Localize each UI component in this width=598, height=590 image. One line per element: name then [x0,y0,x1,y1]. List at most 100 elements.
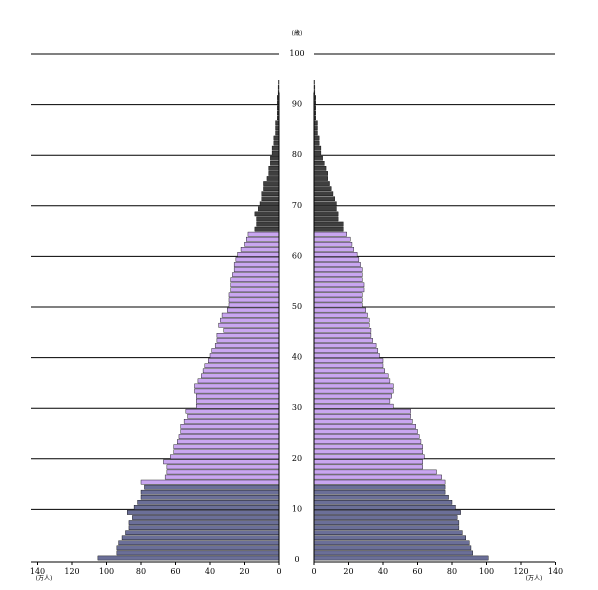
bar-male-age-54 [230,282,280,288]
bar-male-age-16 [164,474,280,480]
right-population-tick-80: 80 [447,567,457,576]
bar-male-age-85 [275,125,280,131]
bar-female-age-76 [313,171,329,176]
bar-male-age-69 [258,206,280,212]
bar-male-age-4 [121,535,280,541]
bar-male-age-67 [256,216,280,222]
bar-female-age-79 [313,155,323,161]
bar-female-age-28 [313,414,411,419]
bar-male-age-10 [133,505,280,510]
bar-female-age-65 [313,226,344,232]
bar-male-age-44 [216,333,280,338]
right-population-unit-label: (万人) [526,575,543,582]
bar-male-age-66 [256,221,280,227]
bar-female-age-13 [313,489,446,495]
bar-female-age-36 [313,373,389,379]
bar-female-age-49 [313,307,366,313]
right-population-tick-140: 140 [548,567,563,576]
bar-female-age-32 [313,393,392,399]
bar-male-age-56 [232,272,280,277]
bar-male-age-22 [173,444,280,449]
left-population-tick-0: 0 [276,567,281,576]
bar-female-age-94 [313,80,315,85]
bar-male-age-17 [166,469,280,475]
age-tick-labels: 0 10 20 30 40 50 60 70 80 90 100 [289,49,304,564]
bar-male-age-25 [180,429,280,434]
bar-male-age-27 [183,419,280,424]
bar-male-age-18 [166,464,280,470]
bar-female-age-67 [313,216,339,222]
bar-male-age-47 [220,317,280,323]
age-tick-60: 60 [292,251,302,260]
bar-female-age-25 [313,429,418,434]
bar-male-age-64 [247,231,280,237]
bar-female-age-9 [313,510,461,515]
bar-female-age-16 [313,474,442,480]
bar-female-age-70 [313,201,337,207]
bar-male-age-58 [233,262,280,267]
bar-female-age-77 [313,166,327,171]
bar-male-age-14 [144,484,280,490]
bar-male-age-80 [271,150,280,156]
bar-male-age-84 [275,130,280,136]
bar-female-age-7 [313,520,460,525]
age-tick-30: 30 [292,403,302,412]
bar-male-age-50 [228,302,280,308]
bar-male-age-75 [266,176,280,181]
bar-male-age-78 [270,161,280,166]
bar-female-age-39 [313,358,384,363]
bar-male-age-43 [216,338,280,343]
bar-female-age-34 [313,383,394,389]
bar-male-age-29 [185,408,280,414]
bar-female-age-54 [313,282,365,288]
bar-female-age-47 [313,317,370,323]
bar-female-age-11 [313,500,453,505]
age-tick-70: 70 [292,201,302,210]
bar-female-age-29 [313,408,411,414]
bar-female-age-33 [313,388,394,394]
bar-female-age-55 [313,277,363,283]
bar-male-age-3 [118,540,280,546]
bar-male-age-21 [173,449,280,455]
bar-female-age-58 [313,262,361,267]
left-population-tick-120: 120 [64,567,79,576]
bar-male-age-0 [97,555,280,561]
bar-female-age-69 [313,206,337,212]
bar-female-age-31 [313,398,391,404]
bar-male-age-38 [204,363,280,369]
bar-male-age-13 [140,489,280,495]
bar-female-age-27 [313,419,413,424]
bar-female-age-40 [313,353,380,358]
bar-male-age-23 [177,439,280,444]
bar-male-age-82 [273,140,280,146]
bar-male-age-77 [268,166,280,171]
bar-female-age-78 [313,161,325,166]
bar-male-age-55 [230,277,280,283]
bar-female-age-4 [313,535,467,541]
bar-female-age-0 [313,555,489,561]
bar-female-age-35 [313,378,391,384]
left-population-tick-60: 60 [170,567,180,576]
bar-male-age-15 [140,479,280,485]
left-population-tick-labels: 0 20 40 60 80 100 120 140 [30,562,282,576]
bar-male-age-93 [277,85,280,90]
bar-male-age-48 [221,312,280,318]
bar-male-age-24 [178,434,280,439]
bar-male-age-57 [233,267,280,272]
bar-female-age-41 [313,348,379,353]
bar-female-age-6 [313,525,460,530]
bar-female-age-82 [313,140,320,146]
bar-female-age-45 [313,328,372,333]
bar-female-age-48 [313,312,368,318]
bar-female-age-37 [313,368,385,374]
bar-male-age-5 [125,530,280,535]
bar-female-age-71 [313,196,335,202]
bar-male-age-73 [263,186,280,191]
bar-male-age-53 [230,287,280,293]
bar-male-age-9 [126,510,280,515]
bar-male-age-37 [202,368,280,374]
bar-female-age-26 [313,424,416,429]
bar-female-age-24 [313,434,420,439]
bar-female-age-63 [313,236,351,242]
bar-male-age-36 [201,373,280,379]
